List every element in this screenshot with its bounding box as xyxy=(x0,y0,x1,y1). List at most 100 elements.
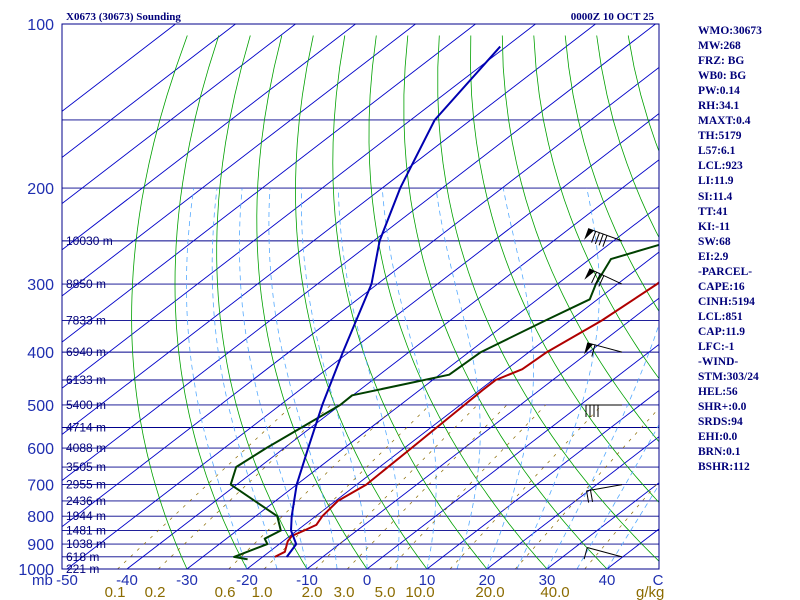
index-line: WB0: BG xyxy=(698,70,747,83)
temperature-tick-label: 0 xyxy=(363,572,371,589)
index-line: TT:41 xyxy=(698,205,728,218)
isotherm-line xyxy=(186,205,659,569)
dry-adiabat xyxy=(437,35,659,562)
isotherm-line xyxy=(62,24,356,251)
temperature-tick-label: -40 xyxy=(116,572,138,589)
temperature-tick-label: -20 xyxy=(236,572,258,589)
temperature-tick-label: -10 xyxy=(296,572,318,589)
mixing-ratio-label: 0.1 xyxy=(105,584,126,600)
temperature-tick-label: 20 xyxy=(479,572,496,589)
height-label: 6940 m xyxy=(66,345,106,359)
dry-adiabat xyxy=(174,35,248,569)
dry-adiabat xyxy=(403,35,608,569)
grid-lines xyxy=(62,24,659,569)
y-axis-unit: mb xyxy=(32,572,53,589)
dry-adiabat xyxy=(368,35,548,569)
mixing-ratio-label: 0.6 xyxy=(215,584,236,600)
index-line: HEL:56 xyxy=(698,386,738,399)
wind-barb-feather xyxy=(591,231,597,243)
mixing-ratio-label: 20.0 xyxy=(475,584,504,600)
temperature-tick-label: 10 xyxy=(419,572,436,589)
index-line: SHR+:0.0 xyxy=(698,401,747,414)
wind-barb xyxy=(586,484,623,503)
height-label: 618 m xyxy=(66,550,99,564)
pressure-tick-label: 400 xyxy=(27,345,54,362)
wind-barb-feather xyxy=(602,235,608,247)
index-line: SRDS:94 xyxy=(698,416,743,429)
mixing-ratio-line xyxy=(389,404,547,569)
height-label: 5400 m xyxy=(66,398,106,412)
mixing-ratio-line xyxy=(158,404,332,569)
wind-barb-feather xyxy=(594,232,600,245)
dry-adiabat xyxy=(131,35,188,569)
dry-adiabat xyxy=(501,35,659,443)
mixing-ratio-label: 0.2 xyxy=(145,584,166,600)
wind-barb-feather xyxy=(598,275,605,287)
mixing-ratio-label: 1.0 xyxy=(252,584,273,600)
moist-adiabat xyxy=(435,188,481,569)
moist-adiabat xyxy=(516,188,600,569)
height-label: 3505 m xyxy=(66,460,106,474)
moist-adiabat xyxy=(576,423,659,569)
mixing-ratio-line xyxy=(449,404,603,569)
mixing-ratio-line xyxy=(515,407,659,569)
height-label: 1038 m xyxy=(66,537,106,551)
index-line: TH:5179 xyxy=(698,130,742,143)
mixing-ratio-label: 40.0 xyxy=(540,584,569,600)
height-label: 1481 m xyxy=(66,524,106,538)
height-label: 7833 m xyxy=(66,314,106,328)
mixing-ratio-label: 10.0 xyxy=(405,584,434,600)
isotherm-line xyxy=(246,251,659,569)
pressure-tick-label: 800 xyxy=(27,509,54,526)
pressure-tick-label: 900 xyxy=(27,537,54,554)
height-label: 6133 m xyxy=(66,373,106,387)
mixing-ratio-unit: g/kg xyxy=(636,584,664,600)
station-title: X0673 (30673) Sounding xyxy=(66,11,181,23)
index-line: -PARCEL- xyxy=(698,265,753,278)
isotherm-line xyxy=(62,24,296,205)
index-line: BSHR:112 xyxy=(698,461,750,474)
parcel-trace xyxy=(285,45,501,558)
index-line: LFC:-1 xyxy=(698,340,735,353)
isotherm-line xyxy=(126,159,659,569)
index-line: PW:0.14 xyxy=(698,85,740,98)
index-line: FRZ: BG xyxy=(698,55,745,68)
moist-adiabat xyxy=(337,188,400,569)
wind-barb-staff xyxy=(587,547,623,558)
stability-indices-panel: WMO:30673 MW:268 FRZ: BG WB0: BG PW:0.14 RH:3… xyxy=(698,24,798,475)
height-label: 10030 m xyxy=(66,234,113,248)
height-label: 2436 m xyxy=(66,494,106,508)
temperature-tick-label: 40 xyxy=(599,572,616,589)
mixing-ratio-label: 3.0 xyxy=(334,584,355,600)
wind-barb-feather xyxy=(589,490,594,503)
index-line: LCL:851 xyxy=(698,310,743,323)
mixing-ratio-label: 5.0 xyxy=(375,584,396,600)
index-line: L57:6.1 xyxy=(698,145,736,158)
height-label: 2955 m xyxy=(66,478,106,492)
wind-barb-feather xyxy=(594,273,601,285)
index-line: SW:68 xyxy=(698,235,731,248)
dry-adiabat xyxy=(533,35,659,380)
wind-barb xyxy=(584,342,623,357)
temperature-trace xyxy=(274,281,659,558)
index-line: MW:268 xyxy=(698,40,741,53)
dry-adiabat xyxy=(295,35,428,569)
isotherm-line xyxy=(62,24,416,297)
pressure-tick-label: 500 xyxy=(27,398,54,415)
height-label: 8850 m xyxy=(66,277,106,291)
temperature-tick-label: 30 xyxy=(539,572,556,589)
index-line: LCL:923 xyxy=(698,160,743,173)
index-line: STM:303/24 xyxy=(698,371,759,384)
index-line: EHI:0.0 xyxy=(698,431,738,444)
index-line: MAXT:0.4 xyxy=(698,115,751,128)
pressure-tick-label: 100 xyxy=(27,17,54,34)
index-line: SI:11.4 xyxy=(698,190,733,203)
index-line: EI:2.9 xyxy=(698,250,729,263)
moist-adiabat xyxy=(606,484,659,569)
height-label: 221 m xyxy=(66,562,99,576)
wind-barb-feather xyxy=(586,490,590,503)
isotherm-line xyxy=(62,66,659,528)
wind-barb-feather xyxy=(591,344,596,357)
